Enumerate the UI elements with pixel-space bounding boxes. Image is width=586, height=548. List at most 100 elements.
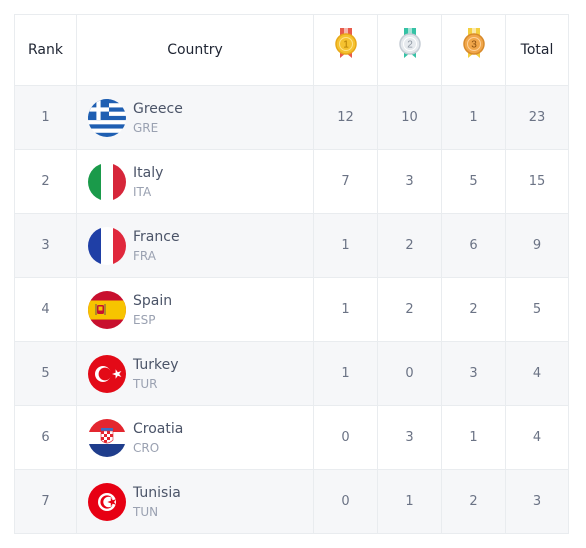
gold-count-cell: 12 <box>313 85 378 150</box>
table-row-esp[interactable]: 4 Spain ESP 1 2 2 5 <box>14 277 569 342</box>
country-name[interactable]: Greece <box>133 100 183 117</box>
country-cell: Turkey TUR <box>76 341 314 406</box>
country-text: Greece GRE <box>133 100 183 136</box>
gold-count-cell: 1 <box>313 277 378 342</box>
spain-flag-graphic <box>88 290 126 329</box>
country-block: France FRA <box>77 226 313 265</box>
gold-count-cell: 1 <box>313 341 378 406</box>
bronze-count-cell: 6 <box>441 213 506 278</box>
country-code: FRA <box>133 248 156 263</box>
country-text: France FRA <box>133 228 180 264</box>
silver-medal-icon: 2 <box>398 28 421 68</box>
silver-count-cell: 10 <box>377 85 442 150</box>
country-code: GRE <box>133 120 159 135</box>
country-code: ITA <box>133 184 152 199</box>
silver-medal-numeral: 2 <box>407 40 413 51</box>
country-code: TUR <box>133 376 158 391</box>
total-count-cell: 5 <box>505 277 569 342</box>
silver-count-cell: 0 <box>377 341 442 406</box>
country-name[interactable]: Turkey <box>133 356 179 373</box>
country-text: Turkey TUR <box>133 356 179 392</box>
country-code: CRO <box>133 440 160 455</box>
rank-header[interactable]: Rank <box>14 14 77 86</box>
rank-cell: 1 <box>14 85 77 150</box>
gold-count-cell: 0 <box>313 469 378 534</box>
country-block: Italy ITA <box>77 162 313 201</box>
rank-cell: 6 <box>14 405 77 470</box>
country-name[interactable]: France <box>133 228 180 245</box>
gold-count-cell: 7 <box>313 149 378 214</box>
bronze-count-cell: 2 <box>441 469 506 534</box>
total-count-cell: 9 <box>505 213 569 278</box>
table-row-fra[interactable]: 3 France FRA 1 2 6 9 <box>14 213 569 278</box>
country-name[interactable]: Italy <box>133 164 164 181</box>
bronze-count-cell: 5 <box>441 149 506 214</box>
bronze-count-cell: 1 <box>441 405 506 470</box>
table-row-gre[interactable]: 1 Greece GRE 12 10 1 23 <box>14 85 569 150</box>
country-block: Tunisia TUN <box>77 482 313 521</box>
bronze-count-cell: 3 <box>441 341 506 406</box>
rank-cell: 3 <box>14 213 77 278</box>
bronze-medal-numeral: 3 <box>471 40 477 51</box>
greece-flag-icon <box>88 98 126 137</box>
silver-count-cell: 2 <box>377 277 442 342</box>
total-header[interactable]: Total <box>505 14 569 86</box>
bronze-header[interactable]: 3 <box>441 14 506 86</box>
silver-count-cell: 3 <box>377 405 442 470</box>
table-row-cro[interactable]: 6 Croatia CRO 0 3 1 4 <box>14 405 569 470</box>
table-row-tur[interactable]: 5 Turkey TUR 1 0 3 4 <box>14 341 569 406</box>
country-cell: France FRA <box>76 213 314 278</box>
italy-flag-icon <box>88 162 126 201</box>
bronze-count-cell: 2 <box>441 277 506 342</box>
gold-header[interactable]: 1 <box>313 14 378 86</box>
country-name[interactable]: Tunisia <box>133 484 181 501</box>
gold-count-cell: 0 <box>313 405 378 470</box>
silver-header[interactable]: 2 <box>377 14 442 86</box>
country-block: Turkey TUR <box>77 354 313 393</box>
country-block: Greece GRE <box>77 98 313 137</box>
country-header[interactable]: Country <box>76 14 314 86</box>
medal-table-container: Rank Country 1 <box>14 14 569 534</box>
country-text: Italy ITA <box>133 164 163 200</box>
total-count-cell: 4 <box>505 341 569 406</box>
rank-cell: 4 <box>14 277 77 342</box>
table-row-tun[interactable]: 7 Tunisia TUN 0 1 2 3 <box>14 469 569 534</box>
table-row-ita[interactable]: 2 Italy ITA 7 3 5 15 <box>14 149 569 214</box>
country-text: Tunisia TUN <box>133 484 181 520</box>
gold-count-cell: 1 <box>313 213 378 278</box>
total-count-cell: 23 <box>505 85 569 150</box>
italy-flag-graphic <box>88 162 126 201</box>
france-flag-icon <box>88 226 126 265</box>
turkey-flag-icon <box>88 354 126 393</box>
bronze-medal-icon: 3 <box>462 28 485 68</box>
gold-medal-icon: 1 <box>334 28 357 68</box>
silver-count-cell: 2 <box>377 213 442 278</box>
silver-count-cell: 3 <box>377 149 442 214</box>
tunisia-flag-graphic <box>88 482 126 521</box>
total-count-cell: 15 <box>505 149 569 214</box>
greece-flag-graphic <box>88 98 126 137</box>
gold-medal-numeral: 1 <box>343 40 349 51</box>
croatia-flag-icon <box>88 418 126 457</box>
country-cell: Tunisia TUN <box>76 469 314 534</box>
country-name[interactable]: Croatia <box>133 420 184 437</box>
country-block: Croatia CRO <box>77 418 313 457</box>
rank-cell: 7 <box>14 469 77 534</box>
country-text: Croatia CRO <box>133 420 183 456</box>
table-header-row: Rank Country 1 <box>14 14 569 86</box>
total-count-cell: 3 <box>505 469 569 534</box>
rank-cell: 5 <box>14 341 77 406</box>
silver-count-cell: 1 <box>377 469 442 534</box>
rank-cell: 2 <box>14 149 77 214</box>
total-count-cell: 4 <box>505 405 569 470</box>
country-cell: Croatia CRO <box>76 405 314 470</box>
france-flag-graphic <box>88 226 126 265</box>
country-text: Spain ESP <box>133 292 172 328</box>
country-code: ESP <box>133 312 156 327</box>
bronze-count-cell: 1 <box>441 85 506 150</box>
turkey-flag-graphic <box>88 354 126 393</box>
medal-table: Rank Country 1 <box>14 14 569 534</box>
country-name[interactable]: Spain <box>133 292 173 309</box>
croatia-flag-graphic <box>88 418 126 457</box>
country-cell: Greece GRE <box>76 85 314 150</box>
